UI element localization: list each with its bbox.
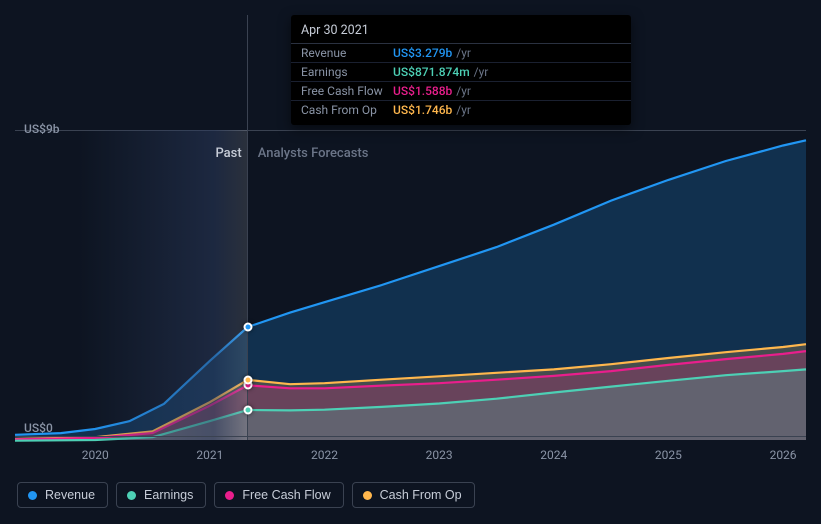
hover-tooltip: Apr 30 2021 RevenueUS$3.279b/yrEarningsU… — [291, 15, 631, 125]
legend-item-revenue[interactable]: Revenue — [17, 482, 108, 508]
legend: Revenue Earnings Free Cash Flow Cash From O… — [17, 482, 475, 508]
x-tick: 2025 — [655, 448, 682, 462]
tooltip-row-value: US$871.874m — [393, 65, 470, 79]
tooltip-row-label: Earnings — [301, 65, 393, 79]
x-tick: 2021 — [196, 448, 223, 462]
x-tick: 2023 — [426, 448, 453, 462]
hover-marker — [243, 405, 252, 414]
tooltip-row-value: US$1.588b — [393, 84, 452, 98]
past-region-label: Past — [182, 146, 242, 161]
legend-item-earnings[interactable]: Earnings — [116, 482, 206, 508]
tooltip-row-unit: /yr — [456, 103, 471, 117]
chart-container: US$9b Past Analysts Forecasts US$0 20202… — [0, 0, 821, 524]
tooltip-row: EarningsUS$871.874m/yr — [291, 63, 631, 82]
plot-area[interactable] — [15, 130, 806, 440]
legend-label: Revenue — [45, 488, 95, 502]
hover-marker — [243, 323, 252, 332]
tooltip-row-label: Free Cash Flow — [301, 84, 393, 98]
legend-swatch — [225, 491, 234, 500]
x-tick: 2026 — [770, 448, 797, 462]
tooltip-row-unit: /yr — [474, 65, 489, 79]
legend-label: Cash From Op — [380, 488, 462, 502]
legend-item-free_cash_flow[interactable]: Free Cash Flow — [214, 482, 343, 508]
tooltip-date: Apr 30 2021 — [291, 21, 631, 44]
y-zero-gridline — [15, 436, 806, 437]
tooltip-row-value: US$1.746b — [393, 103, 452, 117]
y-zero-label: US$0 — [24, 421, 53, 435]
tooltip-row-unit: /yr — [456, 84, 471, 98]
hover-marker — [243, 375, 252, 384]
tooltip-row: Cash From OpUS$1.746b/yr — [291, 101, 631, 119]
legend-swatch — [363, 491, 372, 500]
tooltip-row-unit: /yr — [456, 46, 471, 60]
tooltip-row: RevenueUS$3.279b/yr — [291, 44, 631, 63]
tooltip-row-label: Revenue — [301, 46, 393, 60]
tooltip-row-value: US$3.279b — [393, 46, 452, 60]
forecast-region-label: Analysts Forecasts — [258, 146, 369, 161]
legend-swatch — [127, 491, 136, 500]
x-tick: 2020 — [82, 448, 109, 462]
x-tick: 2024 — [540, 448, 567, 462]
legend-swatch — [28, 491, 37, 500]
tooltip-row-label: Cash From Op — [301, 103, 393, 117]
legend-item-cash_from_op[interactable]: Cash From Op — [352, 482, 475, 508]
legend-label: Free Cash Flow — [242, 488, 330, 502]
x-tick: 2022 — [311, 448, 338, 462]
tooltip-row: Free Cash FlowUS$1.588b/yr — [291, 82, 631, 101]
legend-label: Earnings — [144, 488, 193, 502]
